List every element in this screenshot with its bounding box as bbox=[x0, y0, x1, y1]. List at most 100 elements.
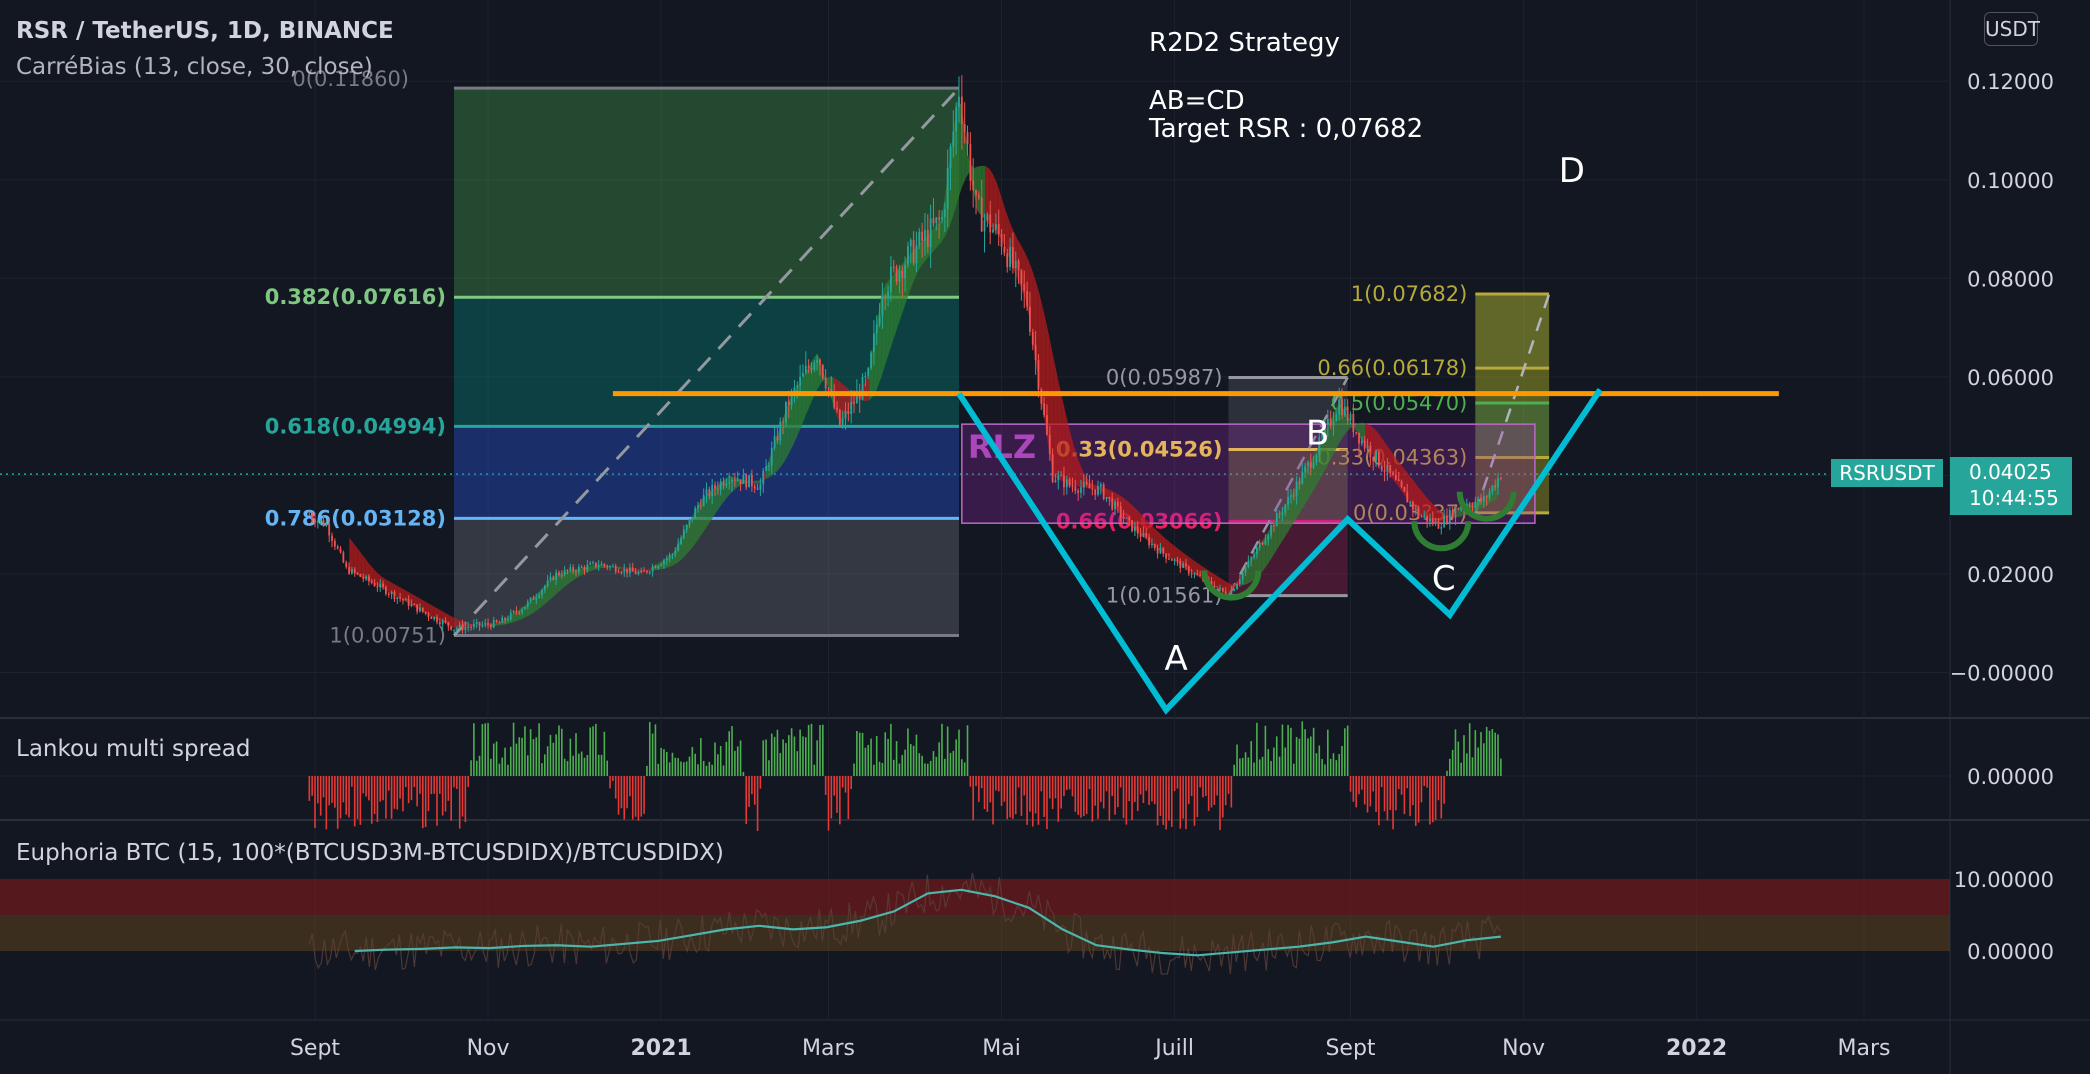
candle-body bbox=[946, 168, 949, 210]
spread-bar bbox=[1273, 747, 1275, 776]
spread-bar bbox=[396, 776, 399, 810]
candle-body bbox=[1284, 504, 1287, 513]
spread-bar bbox=[1412, 776, 1414, 806]
spread-bar bbox=[1122, 776, 1125, 819]
ribbon-segment bbox=[1397, 459, 1402, 491]
candle-body bbox=[1380, 466, 1383, 471]
ribbon-segment bbox=[705, 492, 710, 529]
spread-bar bbox=[924, 763, 926, 776]
candle-body bbox=[521, 609, 524, 613]
candle-body bbox=[592, 562, 594, 564]
spread-bar bbox=[915, 734, 918, 776]
spread-bar bbox=[407, 776, 410, 804]
spread-bar bbox=[802, 736, 804, 776]
ribbon-segment bbox=[805, 365, 810, 417]
candle-body bbox=[487, 622, 489, 625]
candle-body bbox=[1094, 489, 1097, 495]
candle-body bbox=[640, 570, 643, 573]
spread-bar bbox=[1111, 776, 1113, 797]
spread-bar bbox=[1346, 725, 1349, 776]
ribbon-segment bbox=[1425, 495, 1430, 521]
ribbon-segment bbox=[589, 565, 594, 572]
spread-bar bbox=[861, 732, 864, 776]
candle-body bbox=[836, 407, 838, 410]
indicator-legend[interactable]: CarréBias (13, close, 30, close) bbox=[16, 54, 373, 80]
candle-body bbox=[560, 574, 563, 576]
axes: 0.120000.100000.080000.060000.040000.020… bbox=[290, 70, 2054, 1061]
candle-body bbox=[952, 131, 955, 147]
candle-body bbox=[731, 479, 733, 483]
fib-ext-trend-line bbox=[1474, 293, 1551, 514]
candle-body bbox=[626, 568, 628, 574]
candle-body bbox=[1216, 588, 1219, 590]
spread-bar bbox=[1292, 763, 1295, 776]
candle-body bbox=[736, 479, 739, 481]
spread-bar bbox=[873, 764, 875, 776]
candle-body bbox=[1037, 360, 1040, 390]
x-tick-label: Sept bbox=[1325, 1036, 1375, 1061]
euphoria-pane-title[interactable]: Euphoria BTC (15, 100*(BTCUSD3M-BTCUSDID… bbox=[16, 840, 724, 866]
spread-bar bbox=[1389, 776, 1392, 811]
candle-body bbox=[938, 217, 941, 220]
candle-body bbox=[1048, 434, 1051, 455]
ribbon-segment bbox=[889, 274, 894, 353]
ribbon-segment bbox=[353, 542, 358, 575]
currency-button[interactable]: USDT bbox=[1984, 12, 2040, 46]
spread-bar bbox=[1071, 776, 1074, 797]
ribbon-segment bbox=[817, 352, 822, 390]
candle-body bbox=[589, 563, 592, 565]
candle-body bbox=[396, 597, 399, 599]
spread-bar bbox=[1355, 776, 1357, 808]
spread-bar bbox=[1264, 725, 1267, 776]
candle-body bbox=[960, 96, 963, 125]
spread-bar bbox=[918, 753, 921, 776]
spread-bar bbox=[450, 776, 452, 821]
candle-body bbox=[1304, 466, 1307, 472]
candle-body bbox=[872, 333, 875, 353]
candle-body bbox=[1474, 501, 1477, 508]
candle-body bbox=[867, 368, 870, 376]
spread-bar bbox=[1497, 734, 1499, 776]
candle-body bbox=[847, 411, 850, 414]
candle-body bbox=[1253, 554, 1255, 558]
spread-bar bbox=[1312, 727, 1315, 776]
symbol-title[interactable]: RSR / TetherUS, 1D, BINANCE bbox=[16, 18, 394, 44]
spread-bar bbox=[1227, 776, 1230, 794]
candle-body bbox=[719, 481, 722, 490]
spread-bar bbox=[1136, 776, 1139, 812]
candle-body bbox=[844, 411, 847, 419]
spread-bar bbox=[410, 776, 413, 801]
candle-body bbox=[382, 583, 384, 587]
candle-body bbox=[609, 566, 611, 568]
fib-retracement-main[interactable]: 0(0.11860) 0.382(0.07616) 0.618(0.04994) 0.… bbox=[265, 67, 961, 647]
candle-body bbox=[864, 375, 867, 378]
ribbon-segment bbox=[501, 619, 506, 626]
spread-bar bbox=[921, 755, 923, 776]
spread-bar bbox=[334, 776, 336, 808]
spread-bar bbox=[308, 776, 311, 801]
spread-bar bbox=[640, 776, 643, 817]
spread-bar bbox=[1006, 776, 1009, 820]
candle-body bbox=[648, 571, 651, 573]
spread-bar bbox=[419, 776, 421, 794]
candle-body bbox=[529, 597, 532, 602]
candle-body bbox=[1349, 413, 1352, 421]
abcd-pattern[interactable]: A B C D bbox=[612, 151, 1779, 715]
spread-bar bbox=[680, 761, 682, 776]
ribbon-segment bbox=[1141, 514, 1146, 539]
candle-body bbox=[1108, 496, 1111, 499]
candle-body bbox=[387, 593, 390, 595]
spread-bar bbox=[413, 776, 416, 788]
spread-bar bbox=[521, 737, 523, 776]
candle-body bbox=[1366, 445, 1369, 449]
spread-pane-title[interactable]: Lankou multi spread bbox=[16, 736, 251, 762]
spread-bar bbox=[912, 745, 915, 776]
spread-bar bbox=[575, 733, 577, 776]
candle-body bbox=[331, 535, 333, 541]
spread-bar bbox=[470, 760, 472, 776]
candle-body bbox=[1159, 547, 1162, 554]
candle-body bbox=[699, 505, 702, 507]
candle-body bbox=[1074, 486, 1077, 491]
candle-body bbox=[1341, 399, 1343, 416]
